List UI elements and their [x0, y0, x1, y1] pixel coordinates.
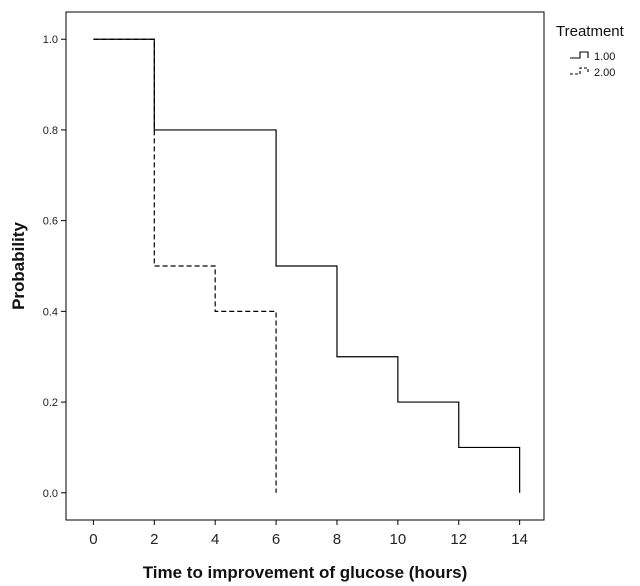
legend-label: 2.00	[594, 67, 615, 79]
x-tick-label: 10	[390, 531, 407, 548]
y-axis-title: Probability	[9, 222, 28, 310]
x-tick-label: 12	[450, 531, 467, 548]
x-tick-label: 0	[89, 531, 97, 548]
legend-title: Treatment	[556, 23, 625, 40]
y-tick-label: 1.0	[43, 34, 58, 46]
y-axis-ticks: 0.0 0.2 0.4 0.6 0.8 1.0	[43, 34, 66, 500]
legend-label: 1.00	[594, 51, 615, 63]
x-tick-label: 14	[511, 531, 528, 548]
legend-item-2: 2.00	[570, 67, 615, 79]
legend-swatch	[570, 67, 589, 75]
series-line-1	[93, 38, 521, 493]
y-tick-label: 0.0	[43, 488, 58, 500]
x-tick-label: 8	[333, 531, 341, 548]
x-tick-label: 6	[272, 531, 280, 548]
legend-item-1: 1.00	[570, 51, 615, 63]
legend-swatch	[570, 51, 589, 59]
x-axis-ticks: 0 2 4 6 8 10 12 14	[89, 520, 528, 548]
x-tick-label: 2	[150, 531, 158, 548]
series-line-2	[93, 38, 277, 493]
series-layer	[93, 38, 521, 493]
y-tick-label: 0.4	[43, 306, 58, 318]
x-tick-label: 4	[211, 531, 219, 548]
y-tick-label: 0.8	[43, 125, 58, 137]
x-axis-title: Time to improvement of glucose (hours)	[143, 563, 468, 582]
legend: Treatment 1.00 2.00	[556, 23, 625, 79]
y-tick-label: 0.2	[43, 397, 58, 409]
y-tick-label: 0.6	[43, 216, 58, 228]
